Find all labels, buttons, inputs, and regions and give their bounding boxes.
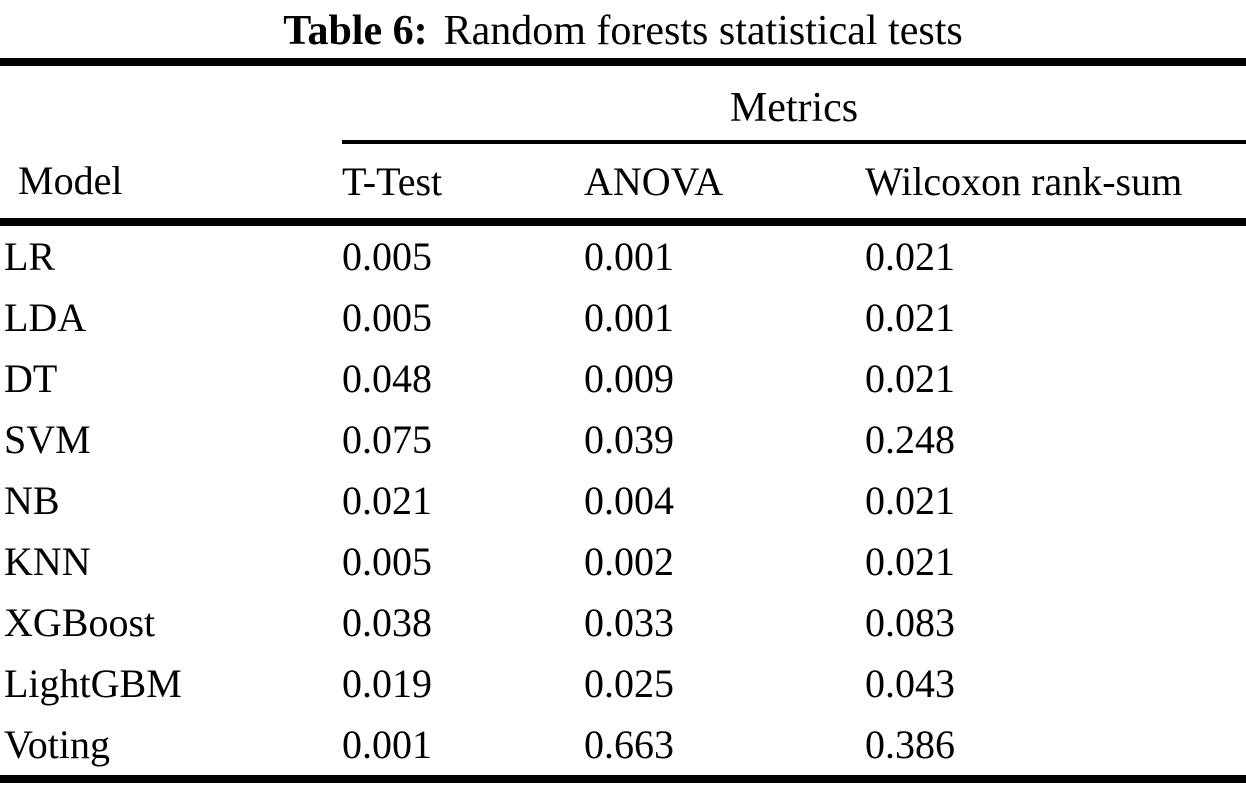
cell-t-test: 0.005	[342, 539, 432, 584]
metrics-group-header: Metrics	[342, 62, 1246, 144]
cell-wilcoxon: 0.021	[865, 356, 955, 401]
cell-wilcoxon: 0.021	[865, 539, 955, 584]
cell-t-test: 0.021	[342, 478, 432, 523]
cell-model: LDA	[4, 295, 87, 340]
cell-anova: 0.009	[584, 356, 674, 401]
cell-anova: 0.039	[584, 417, 674, 462]
table-caption-text: Random forests statistical tests	[443, 8, 963, 54]
cell-anova: 0.001	[584, 234, 674, 279]
column-header-t-test: T-Test	[342, 142, 584, 226]
cell-t-test: 0.019	[342, 661, 432, 706]
cell-t-test: 0.005	[342, 295, 432, 340]
table-row: LDA 0.005 0.001 0.021	[0, 287, 1246, 348]
table-row: DT 0.048 0.009 0.021	[0, 348, 1246, 409]
cell-anova: 0.025	[584, 661, 674, 706]
cell-model: NB	[4, 478, 60, 523]
cell-t-test: 0.075	[342, 417, 432, 462]
cell-model: DT	[4, 356, 58, 401]
cell-model: XGBoost	[4, 600, 156, 645]
cell-model: LR	[4, 234, 56, 279]
cell-wilcoxon: 0.248	[865, 417, 955, 462]
cell-wilcoxon: 0.043	[865, 661, 955, 706]
cell-t-test: 0.048	[342, 356, 432, 401]
group-header-spacer	[0, 62, 342, 142]
table-row: KNN 0.005 0.002 0.021	[0, 531, 1246, 592]
cell-anova: 0.033	[584, 600, 674, 645]
table-row: Voting 0.001 0.663 0.386	[0, 714, 1246, 779]
cell-anova: 0.004	[584, 478, 674, 523]
cell-model: KNN	[4, 539, 91, 584]
stats-table: Metrics Model T-Test ANOVA Wilcoxon rank…	[0, 58, 1246, 783]
cell-anova: 0.001	[584, 295, 674, 340]
cell-anova: 0.663	[584, 722, 674, 767]
column-header-model: Model	[0, 142, 342, 226]
table-caption-label: Table 6:	[283, 8, 428, 54]
cell-t-test: 0.005	[342, 234, 432, 279]
table-caption: Table 6: Random forests statistical tests	[0, 0, 1246, 58]
cell-model: LightGBM	[4, 661, 182, 706]
cell-wilcoxon: 0.083	[865, 600, 955, 645]
cell-wilcoxon: 0.021	[865, 295, 955, 340]
table-row: SVM 0.075 0.039 0.248	[0, 409, 1246, 470]
column-header-row: Model T-Test ANOVA Wilcoxon rank-sum	[0, 142, 1246, 226]
cell-anova: 0.002	[584, 539, 674, 584]
table-row: LightGBM 0.019 0.025 0.043	[0, 653, 1246, 714]
cell-model: Voting	[4, 722, 110, 767]
table-row: LR 0.005 0.001 0.021	[0, 222, 1246, 287]
cell-wilcoxon: 0.386	[865, 722, 955, 767]
column-header-anova: ANOVA	[584, 142, 865, 226]
cell-t-test: 0.001	[342, 722, 432, 767]
table-row: XGBoost 0.038 0.033 0.083	[0, 592, 1246, 653]
column-header-wilcoxon: Wilcoxon rank-sum	[865, 142, 1246, 226]
table-row: NB 0.021 0.004 0.021	[0, 470, 1246, 531]
cell-model: SVM	[4, 417, 91, 462]
cell-t-test: 0.038	[342, 600, 432, 645]
cell-wilcoxon: 0.021	[865, 478, 955, 523]
cell-wilcoxon: 0.021	[865, 234, 955, 279]
group-header-row: Metrics	[0, 62, 1246, 144]
